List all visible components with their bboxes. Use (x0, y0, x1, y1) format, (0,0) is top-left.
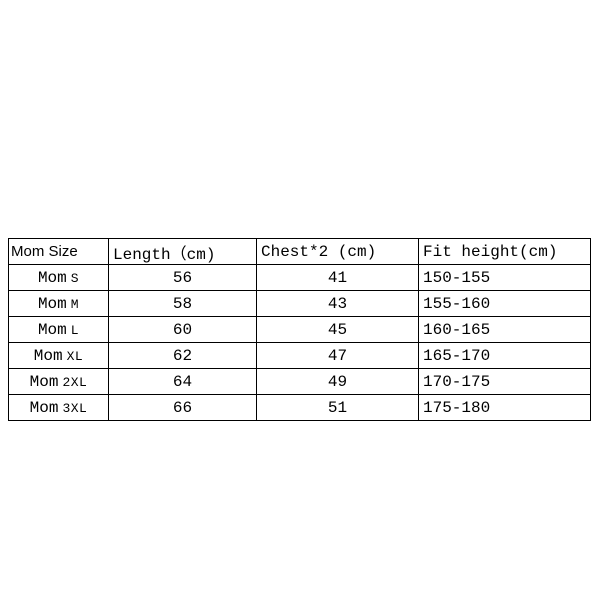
size-prefix: Mom (30, 373, 59, 391)
table-row: Mom S 56 41 150-155 (9, 265, 591, 291)
cell-size: Mom2XL (9, 369, 109, 395)
cell-length: 56 (109, 265, 257, 291)
size-prefix: Mom (38, 269, 67, 287)
cell-fit: 165-170 (419, 343, 591, 369)
size-prefix: Mom (38, 321, 67, 339)
size-suffix: S (71, 271, 79, 286)
size-suffix: XL (67, 349, 84, 364)
cell-size: Mom XL (9, 343, 109, 369)
table-row: Mom2XL 64 49 170-175 (9, 369, 591, 395)
cell-fit: 175-180 (419, 395, 591, 421)
size-suffix: M (71, 297, 79, 312)
table-row: Mom M 58 43 155-160 (9, 291, 591, 317)
cell-chest: 43 (257, 291, 419, 317)
size-chart-table: Mom Size Length（cm) Chest*2 (cm) Fit hei… (8, 238, 591, 421)
cell-length: 58 (109, 291, 257, 317)
cell-size: Mom M (9, 291, 109, 317)
cell-chest: 49 (257, 369, 419, 395)
cell-size: Mom3XL (9, 395, 109, 421)
cell-fit: 160-165 (419, 317, 591, 343)
size-suffix: 2XL (62, 375, 87, 390)
cell-length: 62 (109, 343, 257, 369)
canvas: Mom Size Length（cm) Chest*2 (cm) Fit hei… (0, 0, 600, 600)
size-suffix: L (71, 323, 79, 338)
cell-chest: 45 (257, 317, 419, 343)
cell-chest: 47 (257, 343, 419, 369)
cell-length: 66 (109, 395, 257, 421)
table-row: Mom L 60 45 160-165 (9, 317, 591, 343)
cell-fit: 155-160 (419, 291, 591, 317)
col-header-fit: Fit height(cm) (419, 239, 591, 265)
col-header-length: Length（cm) (109, 239, 257, 265)
table-row: Mom XL 62 47 165-170 (9, 343, 591, 369)
size-prefix: Mom (38, 295, 67, 313)
cell-length: 60 (109, 317, 257, 343)
col-header-size: Mom Size (9, 239, 109, 265)
col-header-chest: Chest*2 (cm) (257, 239, 419, 265)
table-row: Mom3XL 66 51 175-180 (9, 395, 591, 421)
size-prefix: Mom (30, 399, 59, 417)
table-header-row: Mom Size Length（cm) Chest*2 (cm) Fit hei… (9, 239, 591, 265)
cell-fit: 170-175 (419, 369, 591, 395)
cell-size: Mom L (9, 317, 109, 343)
cell-chest: 51 (257, 395, 419, 421)
size-prefix: Mom (34, 347, 63, 365)
cell-chest: 41 (257, 265, 419, 291)
cell-fit: 150-155 (419, 265, 591, 291)
size-suffix: 3XL (62, 401, 87, 416)
cell-length: 64 (109, 369, 257, 395)
cell-size: Mom S (9, 265, 109, 291)
